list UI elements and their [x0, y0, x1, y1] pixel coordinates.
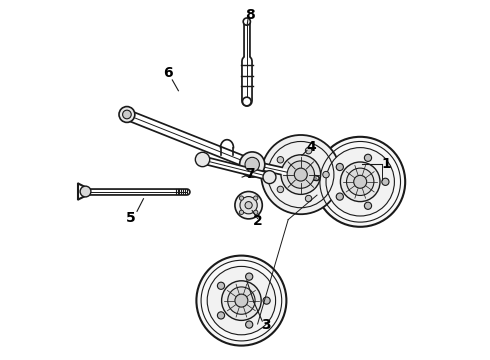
Circle shape	[245, 321, 253, 328]
Circle shape	[281, 155, 320, 194]
Circle shape	[243, 97, 251, 106]
Circle shape	[122, 110, 131, 119]
Circle shape	[218, 312, 224, 319]
Circle shape	[336, 163, 343, 171]
Text: 2: 2	[253, 215, 263, 228]
Circle shape	[261, 135, 341, 214]
Circle shape	[240, 152, 265, 177]
Circle shape	[277, 186, 284, 193]
Circle shape	[263, 297, 270, 304]
Circle shape	[336, 193, 343, 200]
Circle shape	[253, 210, 258, 215]
Text: 8: 8	[245, 8, 255, 22]
Circle shape	[323, 171, 329, 178]
Circle shape	[245, 157, 259, 172]
Circle shape	[207, 266, 275, 335]
Circle shape	[218, 282, 224, 289]
Circle shape	[287, 161, 315, 188]
Text: 1: 1	[382, 157, 392, 171]
Circle shape	[382, 178, 389, 185]
Circle shape	[239, 210, 244, 215]
Circle shape	[245, 202, 252, 209]
Text: 3: 3	[261, 318, 270, 332]
Circle shape	[196, 256, 286, 346]
Text: 6: 6	[163, 66, 172, 80]
Circle shape	[326, 148, 394, 216]
Text: 5: 5	[126, 211, 136, 225]
Circle shape	[253, 196, 258, 200]
Circle shape	[196, 152, 210, 167]
Circle shape	[341, 162, 380, 202]
Circle shape	[240, 197, 257, 214]
Circle shape	[119, 107, 135, 122]
Text: 4: 4	[307, 140, 317, 154]
Circle shape	[365, 202, 371, 210]
Circle shape	[305, 195, 312, 202]
Circle shape	[235, 294, 248, 307]
Circle shape	[315, 137, 405, 227]
Circle shape	[221, 281, 261, 320]
Circle shape	[245, 273, 253, 280]
Circle shape	[239, 196, 244, 200]
Circle shape	[365, 154, 371, 161]
Circle shape	[346, 168, 374, 195]
Circle shape	[263, 171, 276, 184]
Circle shape	[305, 147, 312, 154]
Circle shape	[228, 287, 255, 314]
Circle shape	[294, 168, 307, 181]
Text: 7: 7	[245, 167, 255, 181]
Circle shape	[235, 192, 262, 219]
Circle shape	[277, 157, 284, 163]
Circle shape	[243, 18, 250, 25]
Circle shape	[80, 186, 91, 197]
Circle shape	[354, 175, 367, 188]
